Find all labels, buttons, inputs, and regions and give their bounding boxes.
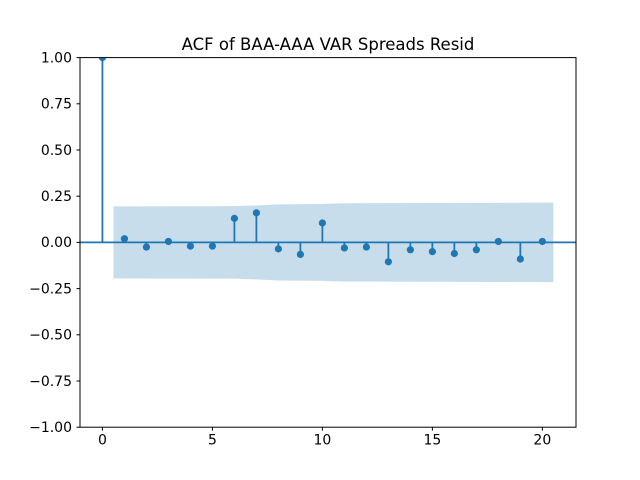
marker-lag-9	[296, 250, 304, 259]
marker-lag-1	[120, 235, 129, 243]
chart-title: ACF of BAA-AAA VAR Spreads Resid	[182, 35, 475, 54]
x-tick-label: 0	[98, 433, 107, 449]
y-tick-label: −1.00	[29, 420, 72, 436]
marker-lag-15	[428, 248, 436, 256]
axes: 1.00 0.75 0.50 0.25 0.00 −0.25 −0.50 −0.75 −1.00…	[29, 50, 577, 449]
y-tick-label: −0.50	[29, 328, 72, 344]
marker-lag-18	[494, 237, 502, 246]
marker-lag-0	[98, 57, 107, 62]
marker-lag-11	[340, 244, 348, 252]
x-tick-label: 10	[313, 433, 331, 449]
stem-series	[80, 57, 576, 266]
marker-lag-4	[186, 242, 195, 250]
marker-lag-6	[230, 214, 239, 222]
marker-lag-14	[406, 246, 414, 254]
x-tick-label: 5	[208, 433, 217, 449]
marker-lag-17	[472, 246, 480, 254]
y-tick-label: 0.25	[41, 189, 72, 205]
marker-lag-3	[164, 237, 173, 246]
y-tick-label: −0.75	[29, 374, 72, 390]
marker-lag-8	[274, 245, 282, 253]
x-tick-label: 15	[423, 433, 441, 449]
marker-lag-19	[516, 255, 524, 263]
y-tick-label: −0.25	[29, 281, 72, 297]
marker-lag-12	[362, 243, 370, 251]
marker-lag-20	[538, 237, 546, 246]
marker-lag-5	[208, 242, 217, 250]
x-tick-label: 20	[533, 433, 551, 449]
marker-lag-7	[252, 209, 261, 217]
marker-lag-2	[142, 243, 151, 251]
marker-lag-16	[450, 249, 458, 258]
y-tick-label: 0.50	[41, 143, 72, 159]
marker-lag-10	[318, 219, 326, 227]
y-tick-label: 0.00	[41, 235, 72, 251]
y-tick-label: 0.75	[41, 97, 72, 113]
marker-lag-13	[384, 258, 392, 266]
y-tick-label: 1.00	[41, 50, 72, 66]
